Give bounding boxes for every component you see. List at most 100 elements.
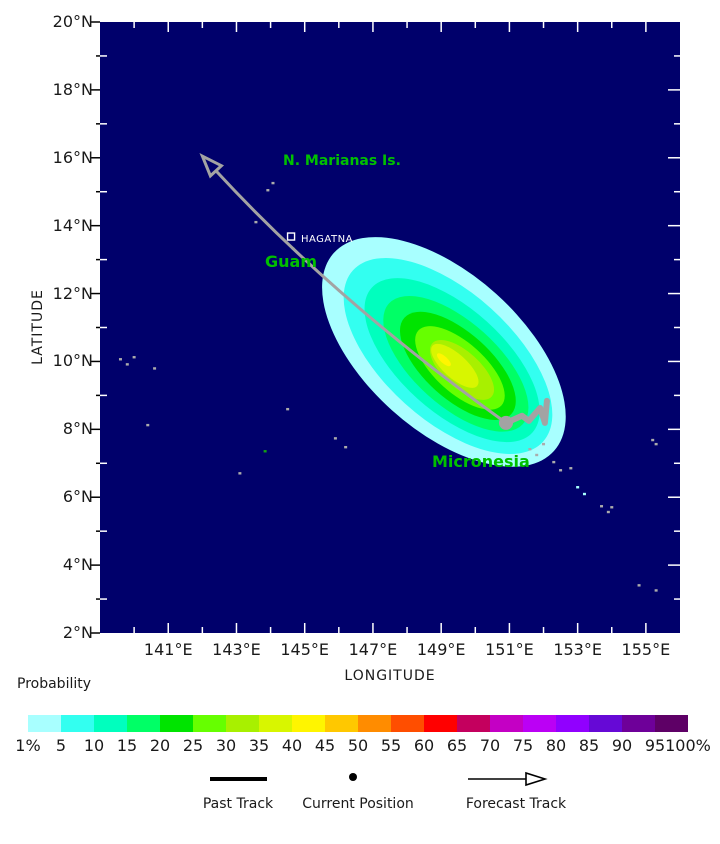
island-speck bbox=[344, 445, 348, 449]
y-tick-label: 10°N bbox=[52, 351, 93, 371]
legend-forecast-track: Forecast Track bbox=[446, 770, 586, 812]
colorbar-swatch bbox=[391, 715, 424, 732]
colorbar-label: 85 bbox=[578, 736, 600, 755]
colorbar-swatch bbox=[589, 715, 622, 732]
colorbar-label: 90 bbox=[611, 736, 633, 755]
current-position-marker bbox=[499, 415, 513, 430]
y-tick-label: 14°N bbox=[52, 215, 93, 235]
island-speck bbox=[610, 506, 614, 509]
island-speck bbox=[651, 438, 655, 442]
y-tick-label: 20°N bbox=[52, 12, 93, 31]
past-track-symbol-icon bbox=[210, 777, 267, 781]
colorbar bbox=[28, 715, 688, 732]
y-tick-label: 8°N bbox=[62, 419, 93, 439]
colorbar-swatch bbox=[160, 715, 193, 732]
colorbar-label: 1% bbox=[15, 736, 41, 755]
forecast-track-line bbox=[214, 169, 507, 425]
label-n-marianas: N. Marianas Is. bbox=[283, 153, 401, 169]
colorbar-label: 65 bbox=[446, 736, 468, 755]
y-tick-label: 18°N bbox=[52, 79, 93, 99]
colorbar-swatch bbox=[226, 715, 259, 732]
colorbar-label: 30 bbox=[215, 736, 237, 755]
island-speck bbox=[132, 356, 136, 359]
hagatna-marker-icon bbox=[286, 232, 296, 241]
colorbar-label: 20 bbox=[149, 736, 171, 755]
colorbar-swatch bbox=[655, 715, 688, 732]
colorbar-label: 55 bbox=[380, 736, 402, 755]
colorbar-swatch bbox=[490, 715, 523, 732]
colorbar-label: 35 bbox=[248, 736, 270, 755]
y-tick-label: 4°N bbox=[62, 555, 93, 575]
colorbar-label: 15 bbox=[116, 736, 138, 755]
colorbar-swatch bbox=[127, 715, 160, 732]
colorbar-swatch bbox=[28, 715, 61, 732]
colorbar-swatch bbox=[358, 715, 391, 732]
label-micronesia: Micronesia bbox=[432, 452, 530, 471]
colorbar-label: 25 bbox=[182, 736, 204, 755]
legend-current-position-label: Current Position bbox=[302, 796, 414, 812]
island-speck bbox=[333, 437, 337, 440]
colorbar-swatch bbox=[94, 715, 127, 732]
island-speck bbox=[507, 462, 511, 465]
colorbar-swatch bbox=[292, 715, 325, 732]
island-speck bbox=[552, 460, 556, 464]
island-speck bbox=[238, 472, 242, 475]
colorbar-label: 50 bbox=[347, 736, 369, 755]
island-speck bbox=[118, 358, 122, 361]
colorbar-label: 75 bbox=[512, 736, 534, 755]
past-track-line bbox=[503, 397, 550, 426]
x-tick-label: 145°E bbox=[280, 640, 330, 659]
island-speck bbox=[582, 492, 586, 496]
island-speck bbox=[606, 510, 610, 514]
legend-past-track: Past Track bbox=[188, 770, 288, 812]
legend-current-position: Current Position bbox=[288, 770, 428, 812]
legend-past-track-label: Past Track bbox=[202, 796, 274, 812]
colorbar-swatch bbox=[622, 715, 655, 732]
forecast-track-symbol-icon bbox=[468, 771, 548, 787]
x-tick-label: 151°E bbox=[485, 640, 534, 659]
island-speck bbox=[654, 442, 658, 446]
island-speck bbox=[146, 423, 150, 427]
x-tick-label: 149°E bbox=[416, 640, 466, 659]
colorbar-label: 5 bbox=[55, 736, 67, 755]
colorbar-swatch bbox=[523, 715, 556, 732]
colorbar-label: 100% bbox=[665, 736, 711, 755]
colorbar-label: 60 bbox=[413, 736, 435, 755]
island-speck bbox=[542, 442, 546, 446]
y-tick-label: 2°N bbox=[62, 623, 93, 642]
y-tick-label: 16°N bbox=[52, 147, 93, 167]
probability-band-40 bbox=[436, 353, 451, 367]
colorbar-label: 95 bbox=[644, 736, 666, 755]
island-speck bbox=[254, 220, 258, 224]
island-speck bbox=[263, 450, 267, 453]
legend-forecast-track-label: Forecast Track bbox=[465, 796, 567, 812]
colorbar-swatch bbox=[457, 715, 490, 732]
island-speck bbox=[125, 363, 129, 366]
x-tick-label: 143°E bbox=[212, 640, 261, 659]
colorbar-swatch bbox=[193, 715, 226, 732]
x-tick-label: 147°E bbox=[348, 640, 398, 659]
colorbar-swatch bbox=[61, 715, 94, 732]
colorbar-swatch bbox=[556, 715, 589, 732]
island-speck bbox=[600, 505, 604, 508]
island-speck bbox=[559, 469, 563, 472]
label-hagatna: HAGATNA bbox=[301, 234, 353, 245]
island-speck bbox=[271, 181, 275, 185]
x-tick-label: 155°E bbox=[621, 640, 671, 659]
colorbar-label: 10 bbox=[83, 736, 105, 755]
island-speck bbox=[286, 407, 290, 411]
x-axis-title: LONGITUDE bbox=[344, 668, 436, 684]
island-speck bbox=[569, 467, 573, 470]
x-tick-label: 153°E bbox=[553, 640, 602, 659]
island-speck bbox=[576, 486, 580, 489]
colorbar-label: 80 bbox=[545, 736, 567, 755]
colorbar-swatch bbox=[259, 715, 292, 732]
label-guam: Guam bbox=[265, 252, 317, 271]
island-speck bbox=[654, 589, 658, 592]
y-tick-label: 12°N bbox=[52, 283, 93, 303]
island-speck bbox=[528, 448, 532, 451]
colorbar-swatch bbox=[424, 715, 457, 732]
current-position-symbol-icon bbox=[349, 773, 357, 781]
map-canvas bbox=[91, 21, 680, 634]
